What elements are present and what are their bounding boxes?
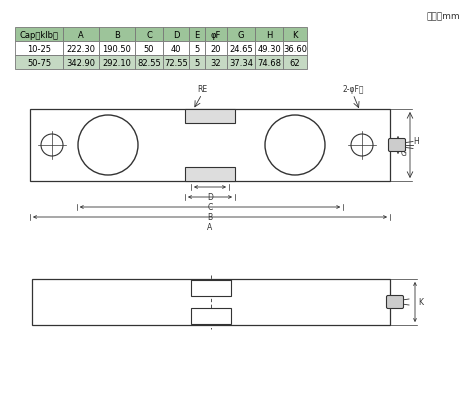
Text: 190.50: 190.50 <box>102 45 131 53</box>
Text: 50-75: 50-75 <box>27 58 51 67</box>
Circle shape <box>78 116 138 175</box>
Text: G: G <box>401 149 407 158</box>
Text: H: H <box>266 30 272 39</box>
Text: 49.30: 49.30 <box>257 45 281 53</box>
Bar <box>135 56 163 70</box>
Bar <box>205 42 227 56</box>
Text: B: B <box>114 30 120 39</box>
Bar <box>30 110 390 181</box>
Text: 10-25: 10-25 <box>27 45 51 53</box>
Text: 20: 20 <box>211 45 221 53</box>
Text: 342.90: 342.90 <box>67 58 95 67</box>
Text: H: H <box>413 137 419 146</box>
Bar <box>283 28 307 42</box>
Bar <box>63 28 99 42</box>
Text: E: E <box>194 30 200 39</box>
Text: 82.55: 82.55 <box>137 58 161 67</box>
Bar <box>189 28 205 42</box>
Text: 36.60: 36.60 <box>283 45 307 53</box>
Bar <box>227 56 255 70</box>
Bar <box>135 28 163 42</box>
Text: C: C <box>207 202 212 211</box>
Text: D: D <box>173 30 179 39</box>
Bar <box>15 56 63 70</box>
Text: 5: 5 <box>194 58 200 67</box>
Bar <box>185 168 235 181</box>
Text: 62: 62 <box>290 58 300 67</box>
FancyBboxPatch shape <box>388 139 405 152</box>
Text: φF: φF <box>211 30 221 39</box>
Text: 74.68: 74.68 <box>257 58 281 67</box>
Bar <box>99 42 135 56</box>
Circle shape <box>265 116 325 175</box>
Bar <box>163 28 189 42</box>
Text: 单位：mm: 单位：mm <box>426 12 460 21</box>
FancyBboxPatch shape <box>387 296 404 309</box>
Bar <box>163 56 189 70</box>
Bar <box>227 28 255 42</box>
Text: 222.30: 222.30 <box>67 45 95 53</box>
Bar <box>63 42 99 56</box>
Text: D: D <box>207 192 213 202</box>
Bar <box>191 308 231 324</box>
Bar <box>189 56 205 70</box>
Bar <box>63 56 99 70</box>
Text: 72.55: 72.55 <box>164 58 188 67</box>
Text: 5: 5 <box>194 45 200 53</box>
Text: 37.34: 37.34 <box>229 58 253 67</box>
Bar <box>185 110 235 124</box>
Bar <box>163 42 189 56</box>
Text: 292.10: 292.10 <box>102 58 131 67</box>
Text: A: A <box>78 30 84 39</box>
Text: B: B <box>207 213 212 222</box>
Bar <box>205 28 227 42</box>
Bar <box>283 42 307 56</box>
Text: 24.65: 24.65 <box>229 45 253 53</box>
Bar <box>205 56 227 70</box>
Circle shape <box>41 135 63 157</box>
Text: K: K <box>292 30 298 39</box>
Text: 40: 40 <box>171 45 181 53</box>
Text: 2-φF通: 2-φF通 <box>342 85 364 94</box>
Text: C: C <box>146 30 152 39</box>
Bar <box>227 42 255 56</box>
Text: A: A <box>207 222 212 231</box>
Bar <box>99 56 135 70</box>
Bar <box>283 56 307 70</box>
Bar <box>255 42 283 56</box>
Bar <box>191 280 231 296</box>
Bar <box>189 42 205 56</box>
Bar <box>15 42 63 56</box>
Bar <box>32 279 390 325</box>
Bar <box>255 28 283 42</box>
Circle shape <box>351 135 373 157</box>
Text: K: K <box>418 298 423 307</box>
Text: Cap（klb）: Cap（klb） <box>19 30 59 39</box>
Bar <box>99 28 135 42</box>
Text: RE: RE <box>197 85 207 94</box>
Bar <box>135 42 163 56</box>
Bar <box>255 56 283 70</box>
Bar <box>15 28 63 42</box>
Text: 32: 32 <box>211 58 221 67</box>
Text: 50: 50 <box>144 45 154 53</box>
Text: G: G <box>238 30 244 39</box>
